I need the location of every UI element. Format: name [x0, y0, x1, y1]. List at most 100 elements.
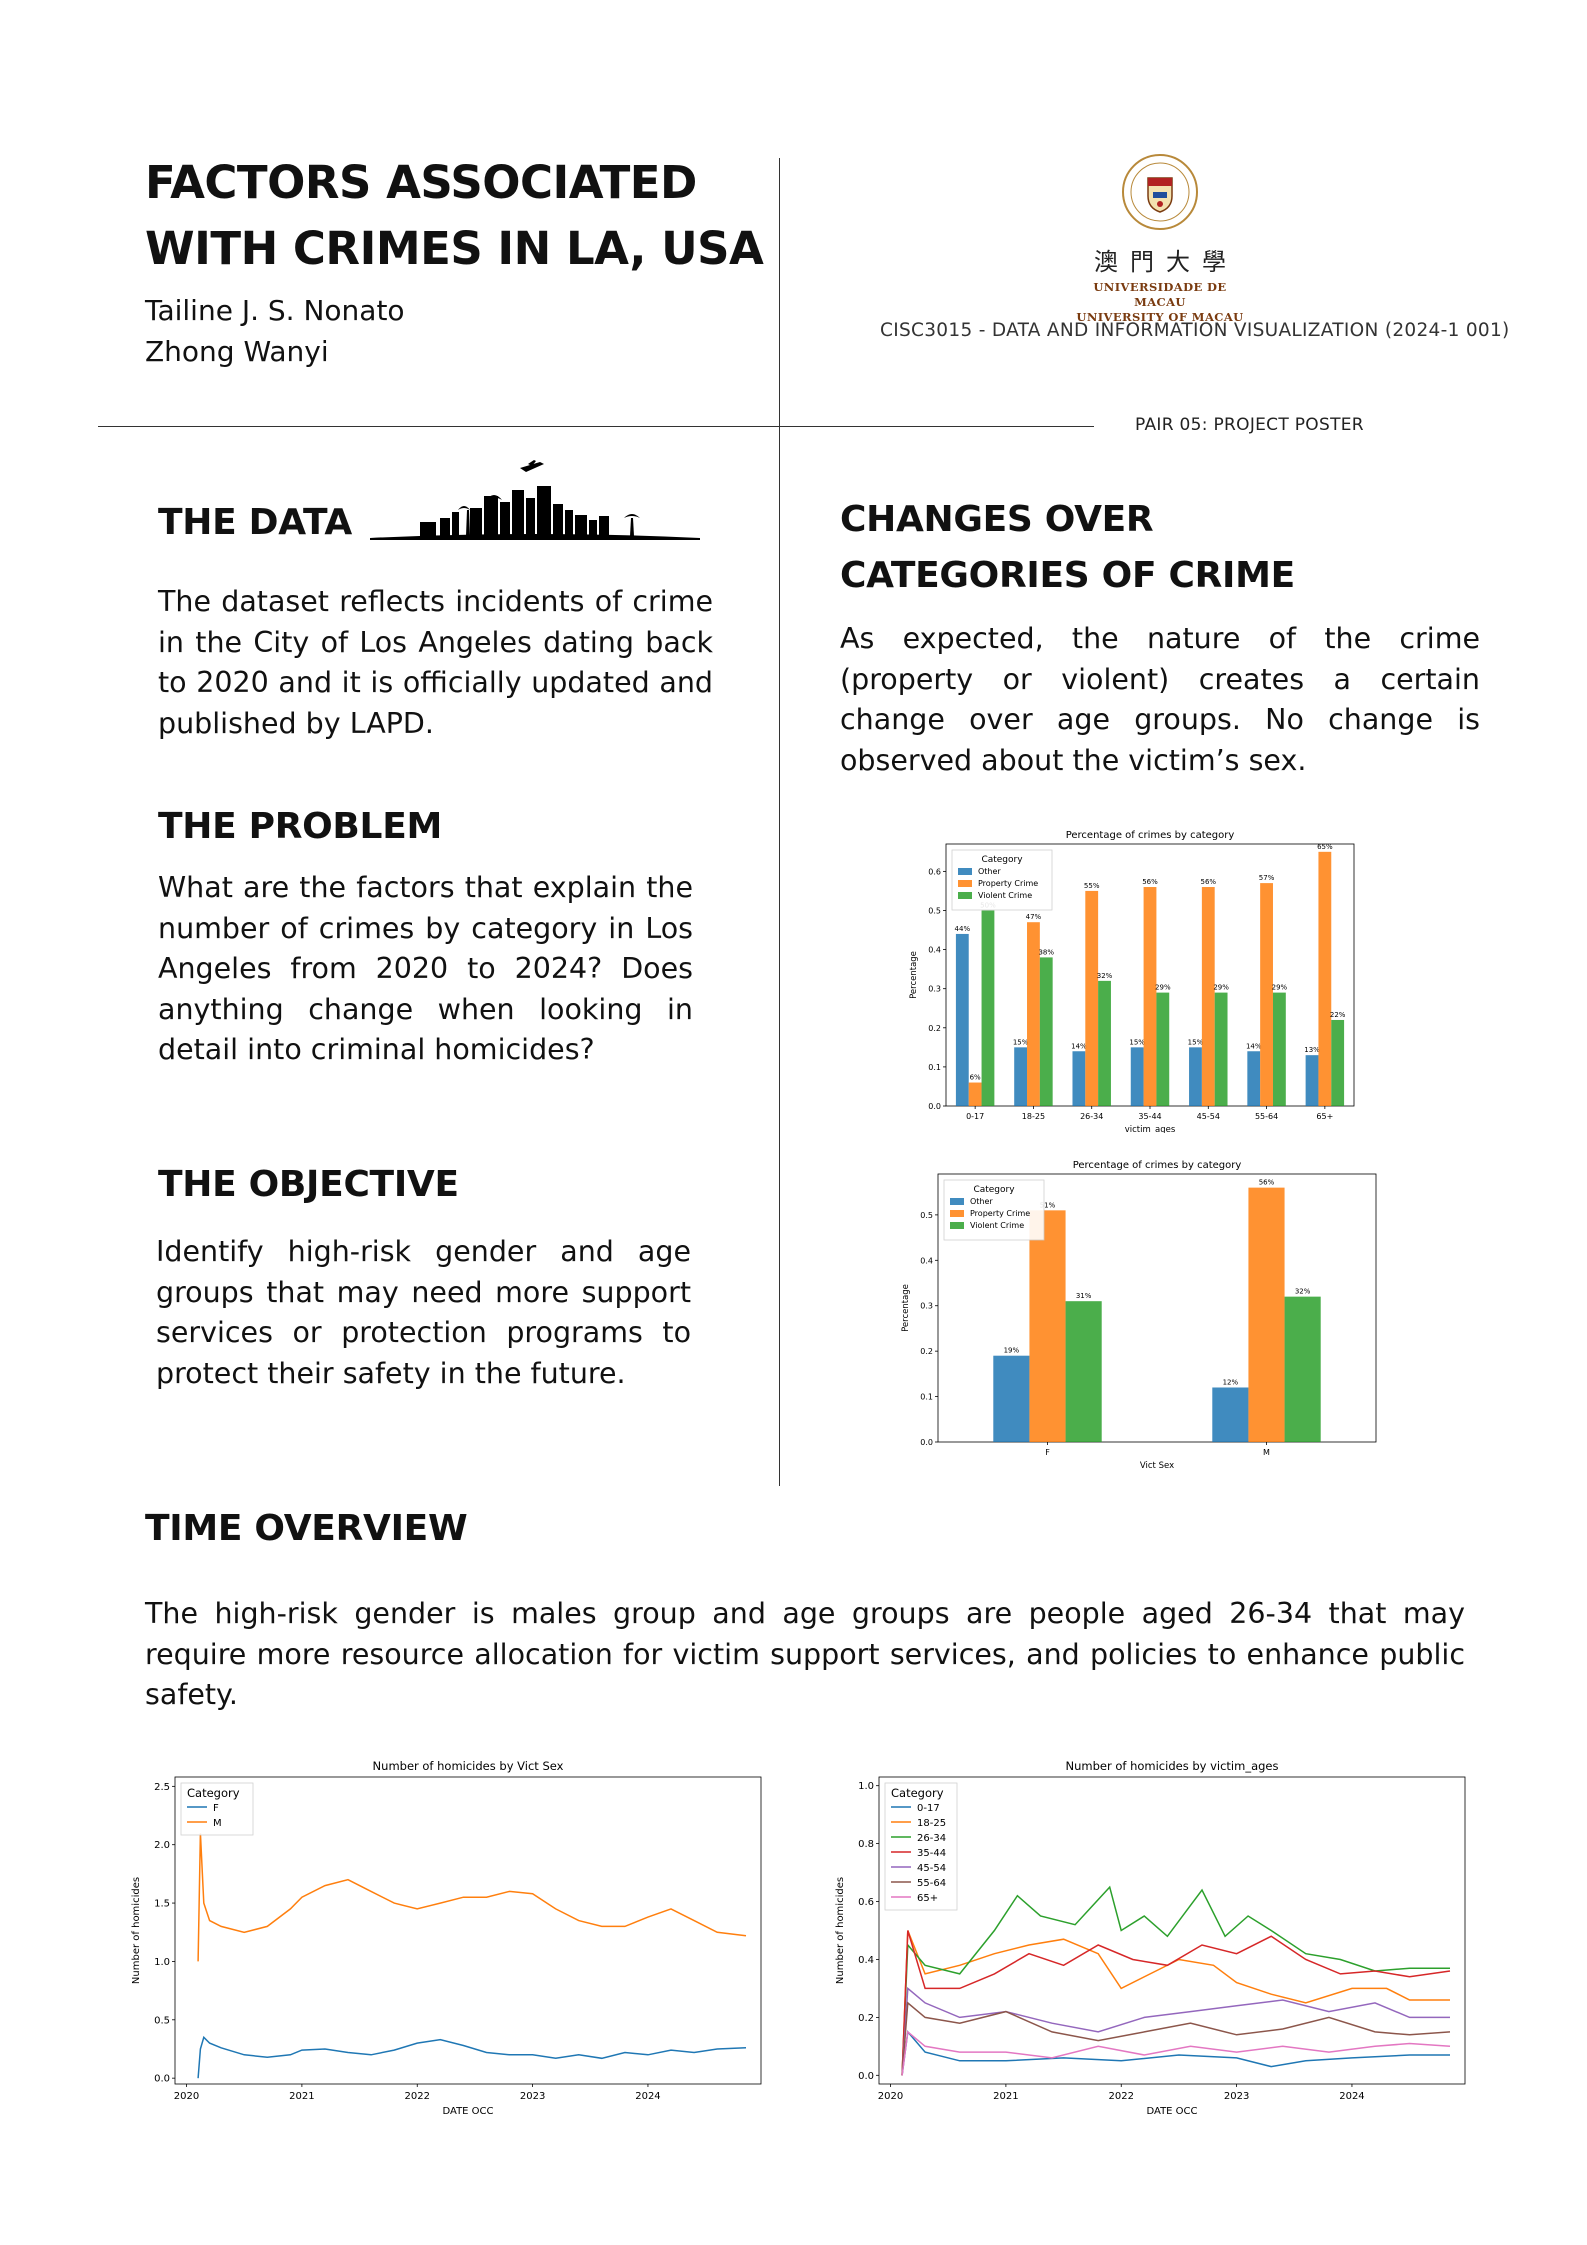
bar-violent-crime: [1156, 992, 1170, 1106]
bar-value-label: 15%: [1129, 1038, 1145, 1046]
x-tick-label: 18-25: [1022, 1112, 1045, 1121]
university-name-pt: UNIVERSIDADE DE MACAU: [1093, 280, 1227, 309]
bar-value-label: 32%: [1097, 972, 1113, 980]
la-skyline-icon: [370, 460, 700, 540]
bar-property-crime: [1029, 1210, 1066, 1442]
objective-text: Identify high-risk gender and age groups…: [156, 1235, 691, 1390]
legend-entry: Property Crime: [970, 1209, 1030, 1218]
legend-title: Category: [187, 1786, 240, 1800]
legend-title: Category: [891, 1786, 944, 1800]
bar-other: [1212, 1387, 1249, 1442]
title-line-1: FACTORS ASSOCIATED: [145, 156, 697, 209]
bar-property-crime: [968, 1082, 982, 1106]
bar-property-crime: [1201, 887, 1215, 1106]
bar-property-crime: [1085, 890, 1099, 1106]
bar-value-label: 14%: [1246, 1042, 1262, 1050]
course-label: CISC3015 - DATA AND INFORMATION VISUALIZ…: [880, 320, 1510, 341]
header-divider: [98, 426, 1094, 427]
bar-violent-crime: [981, 910, 995, 1106]
pair-label: PAIR 05: PROJECT POSTER: [1135, 415, 1364, 435]
bar-value-label: 65%: [1317, 843, 1333, 851]
legend-swatch: [958, 880, 972, 887]
chart-title: Percentage of crimes by category: [1066, 830, 1235, 841]
plot-frame: [878, 1776, 1466, 2085]
y-tick-label: 0.3: [928, 985, 941, 994]
legend-entry: 26-34: [917, 1833, 946, 1844]
bar-value-label: 15%: [1188, 1038, 1204, 1046]
x-axis-label: victim_ages: [1125, 1125, 1176, 1133]
legend-swatch: [958, 892, 972, 899]
bar-value-label: 12%: [1223, 1378, 1239, 1386]
y-tick-label: 0.1: [928, 1063, 941, 1072]
authors: Tailine J. S. Nonato Zhong Wanyi: [145, 290, 405, 372]
bar-property-crime: [1143, 887, 1157, 1106]
bar-value-label: 29%: [1272, 984, 1288, 992]
bar-value-label: 44%: [955, 925, 971, 933]
bar-chart-by-sex: Percentage of crimes by category 0.0 0.1 0.…: [901, 1160, 1377, 1471]
y-axis-label: Number of homicides: [131, 1877, 142, 1984]
bar-value-label: 56%: [1259, 1179, 1275, 1187]
legend-entry: 18-25: [917, 1818, 946, 1829]
bar-value-label: 51%: [1040, 1201, 1056, 1209]
y-tick-label: 2.0: [154, 1840, 170, 1851]
x-tick-label: 2021: [993, 2091, 1018, 2102]
x-tick-label: 45-54: [1197, 1112, 1220, 1121]
x-axis-label: DATE OCC: [442, 2106, 493, 2117]
legend-entry: M: [213, 1818, 222, 1829]
y-tick-label: 0.5: [920, 1211, 933, 1220]
y-tick-label: 0.6: [858, 1897, 874, 1908]
column-divider: [779, 158, 780, 1486]
legend-swatch: [950, 1222, 964, 1229]
bar-property-crime: [1260, 883, 1273, 1106]
x-tick-label: M: [1263, 1448, 1270, 1457]
y-tick-label: 0.5: [928, 906, 941, 915]
bar-property-crime: [1248, 1187, 1285, 1442]
bar-property-crime: [1027, 922, 1040, 1106]
bar-other: [1130, 1047, 1144, 1106]
x-tick-label: 2020: [174, 2091, 199, 2102]
y-tick-label: 0.2: [928, 1024, 941, 1033]
bar-other: [993, 1355, 1030, 1442]
legend-entry: Violent Crime: [978, 891, 1032, 900]
y-tick-label: 0.2: [920, 1347, 933, 1356]
series-line-f: [197, 2035, 747, 2079]
series-line-0-17: [901, 2030, 1450, 2076]
legend-swatch: [958, 868, 972, 875]
bar-violent-crime: [1284, 1296, 1321, 1442]
y-tick-label: 2.5: [154, 1782, 170, 1793]
series-line-18-25: [901, 1930, 1450, 2076]
y-tick-label: 0.0: [920, 1438, 933, 1447]
bar-value-label: 56%: [1201, 878, 1217, 886]
y-tick-label: 0.6: [928, 867, 941, 876]
data-heading: THE DATA: [158, 502, 352, 543]
bar-other: [1014, 1047, 1028, 1106]
bar-chart-by-age: Percentage of crimes by category 0.0 0.1 0.…: [909, 830, 1355, 1133]
legend-swatch: [950, 1210, 964, 1217]
bar-value-label: 29%: [1213, 984, 1229, 992]
bar-value-label: 55%: [1084, 882, 1100, 890]
x-tick-label: F: [1045, 1448, 1050, 1457]
bar-value-label: 19%: [1004, 1347, 1020, 1355]
y-tick-label: 0.1: [920, 1393, 933, 1402]
author-2: Zhong Wanyi: [145, 335, 329, 368]
changes-heading-line-1: CHANGES OVER: [840, 499, 1154, 540]
time-text: The high-risk gender is males group and …: [145, 1597, 1465, 1711]
x-tick-label: 2023: [520, 2091, 545, 2102]
chart-title: Number of homicides by victim_ages: [1065, 1759, 1278, 1773]
legend-entry: 45-54: [917, 1863, 946, 1874]
legend-entry: Violent Crime: [970, 1221, 1024, 1230]
y-tick-label: 1.0: [858, 1781, 874, 1792]
bar-value-label: 29%: [1155, 984, 1171, 992]
series-line-45-54: [901, 1986, 1450, 2076]
legend-entry: Property Crime: [978, 879, 1038, 888]
bar-value-label: 14%: [1071, 1042, 1087, 1050]
bar-value-label: 13%: [1304, 1046, 1320, 1054]
bar-violent-crime: [1272, 992, 1286, 1106]
y-tick-label: 0.5: [154, 2015, 170, 2026]
series-line-55-64: [901, 2001, 1451, 2076]
bar-violent-crime: [1098, 980, 1111, 1106]
x-axis-label: Vict Sex: [1140, 1461, 1174, 1471]
bar-other: [1072, 1051, 1086, 1106]
x-axis-label: DATE OCC: [1146, 2106, 1197, 2117]
problem-heading: THE PROBLEM: [158, 806, 443, 847]
